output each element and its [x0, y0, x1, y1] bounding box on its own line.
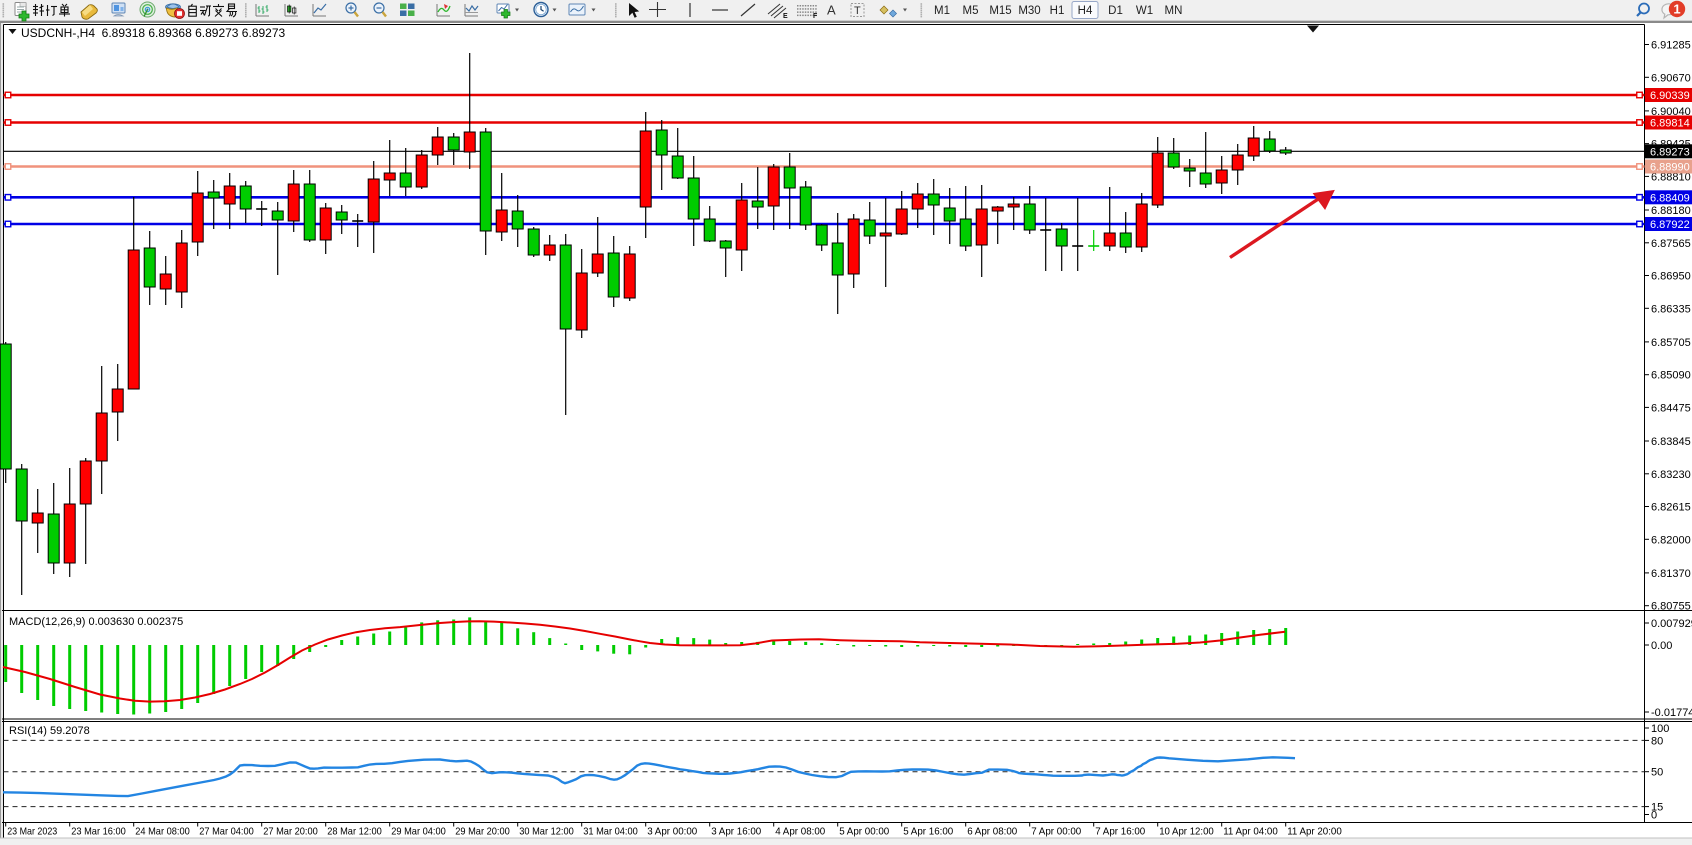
svg-text:E: E	[783, 13, 788, 20]
svg-text:3 Apr 16:00: 3 Apr 16:00	[711, 826, 761, 838]
svg-text:M5: M5	[963, 5, 979, 17]
svg-text:23 Mar 2023: 23 Mar 2023	[7, 826, 57, 838]
svg-text:1: 1	[1673, 2, 1680, 17]
svg-text:6.83845: 6.83845	[1651, 436, 1691, 448]
svg-text:27 Mar 20:00: 27 Mar 20:00	[263, 826, 318, 838]
svg-text:28 Mar 12:00: 28 Mar 12:00	[327, 826, 382, 838]
svg-text:6.83230: 6.83230	[1651, 469, 1691, 481]
svg-text:-0.017743: -0.017743	[1651, 707, 1692, 719]
svg-text:4 Apr 08:00: 4 Apr 08:00	[775, 826, 825, 838]
svg-text:15: 15	[1651, 802, 1663, 814]
svg-text:6.87565: 6.87565	[1651, 238, 1691, 250]
svg-text:0.00: 0.00	[1651, 640, 1672, 652]
svg-text:D1: D1	[1108, 5, 1123, 17]
svg-text:6.89814: 6.89814	[1650, 118, 1690, 130]
svg-text:11 Apr 04:00: 11 Apr 04:00	[1223, 826, 1278, 838]
svg-text:MACD(12,26,9) 0.003630 0.00237: MACD(12,26,9) 0.003630 0.002375	[9, 616, 183, 628]
svg-text:6.82000: 6.82000	[1651, 534, 1691, 546]
svg-text:50: 50	[1651, 767, 1663, 779]
svg-text:F: F	[813, 13, 818, 20]
svg-text:USDCNH-,H4 6.89318 6.89368 6.: USDCNH-,H4 6.89318 6.89368 6.89273 6.892…	[21, 26, 286, 40]
svg-text:6.91285: 6.91285	[1651, 40, 1691, 52]
svg-text:6.82615: 6.82615	[1651, 502, 1691, 514]
svg-text:0.007929: 0.007929	[1651, 618, 1692, 630]
svg-text:100: 100	[1651, 723, 1669, 735]
svg-text:6.89273: 6.89273	[1650, 146, 1690, 158]
svg-text:6.90339: 6.90339	[1650, 90, 1690, 102]
svg-text:0: 0	[1651, 810, 1657, 822]
svg-text:11 Apr 20:00: 11 Apr 20:00	[1287, 826, 1342, 838]
svg-text:6.88990: 6.88990	[1650, 162, 1690, 174]
svg-text:24 Mar 08:00: 24 Mar 08:00	[135, 826, 190, 838]
svg-text:A: A	[827, 3, 836, 18]
svg-text:6.86950: 6.86950	[1651, 271, 1691, 283]
svg-text:6.85090: 6.85090	[1651, 370, 1691, 382]
svg-text:6.81370: 6.81370	[1651, 568, 1691, 580]
svg-text:6.85705: 6.85705	[1651, 337, 1691, 349]
svg-text:6.90040: 6.90040	[1651, 106, 1691, 118]
svg-text:31 Mar 04:00: 31 Mar 04:00	[583, 826, 638, 838]
svg-text:7 Apr 16:00: 7 Apr 16:00	[1095, 826, 1145, 838]
svg-text:30 Mar 12:00: 30 Mar 12:00	[519, 826, 574, 838]
svg-text:6.86335: 6.86335	[1651, 303, 1691, 315]
svg-text:3 Apr 00:00: 3 Apr 00:00	[647, 826, 697, 838]
svg-text:M30: M30	[1018, 5, 1040, 17]
svg-text:W1: W1	[1136, 5, 1153, 17]
svg-text:MN: MN	[1165, 5, 1183, 17]
svg-text:29 Mar 20:00: 29 Mar 20:00	[455, 826, 510, 838]
svg-text:6.88180: 6.88180	[1651, 205, 1691, 217]
svg-text:6.84475: 6.84475	[1651, 402, 1691, 414]
svg-text:6.90670: 6.90670	[1651, 72, 1691, 84]
svg-text:M15: M15	[989, 5, 1011, 17]
svg-text:M1: M1	[934, 5, 950, 17]
svg-text:80: 80	[1651, 735, 1663, 747]
svg-text:6 Apr 08:00: 6 Apr 08:00	[967, 826, 1017, 838]
svg-text:H4: H4	[1078, 5, 1093, 17]
svg-text:5 Apr 16:00: 5 Apr 16:00	[903, 826, 953, 838]
svg-text:6.88409: 6.88409	[1650, 192, 1690, 204]
svg-text:29 Mar 04:00: 29 Mar 04:00	[391, 826, 446, 838]
svg-text:6.88810: 6.88810	[1651, 171, 1691, 183]
svg-text:T: T	[854, 5, 861, 17]
svg-text:7 Apr 00:00: 7 Apr 00:00	[1031, 826, 1081, 838]
svg-text:23 Mar 16:00: 23 Mar 16:00	[71, 826, 126, 838]
svg-text:H1: H1	[1050, 5, 1065, 17]
svg-text:6.80755: 6.80755	[1651, 601, 1691, 613]
svg-text:10 Apr 12:00: 10 Apr 12:00	[1159, 826, 1214, 838]
svg-text:6.87922: 6.87922	[1650, 219, 1690, 231]
svg-text:27 Mar 04:00: 27 Mar 04:00	[199, 826, 254, 838]
svg-text:RSI(14) 59.2078: RSI(14) 59.2078	[9, 725, 90, 737]
svg-text:5 Apr 00:00: 5 Apr 00:00	[839, 826, 889, 838]
